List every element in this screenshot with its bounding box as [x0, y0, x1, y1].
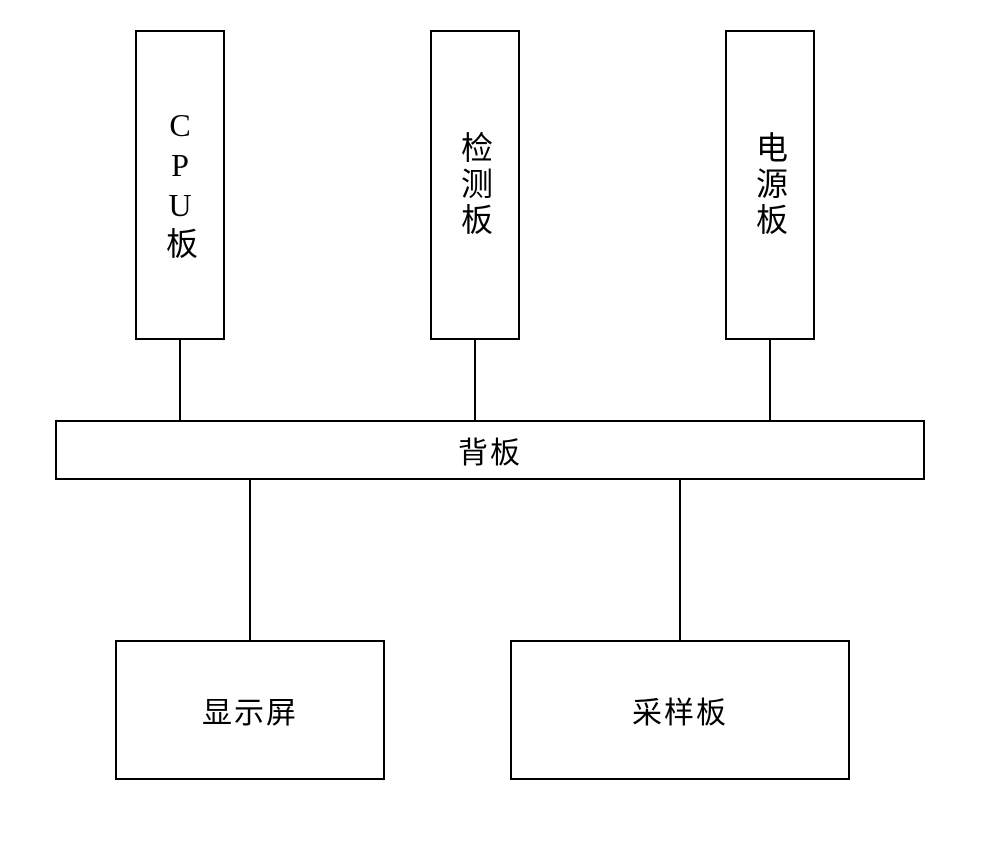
node-backplane: 背板	[55, 420, 925, 480]
node-detect-board: 检测板	[430, 30, 520, 340]
node-sample-board: 采样板	[510, 640, 850, 780]
node-backplane-label: 背板	[458, 428, 522, 472]
node-sample-board-label: 采样板	[632, 688, 728, 732]
node-power-board: 电源板	[725, 30, 815, 340]
node-cpu-board-label: CPU板	[157, 107, 203, 263]
node-power-board-label: 电源板	[747, 131, 793, 239]
node-detect-board-label: 检测板	[452, 131, 498, 239]
diagram-canvas: CPU板 检测板 电源板 背板 显示屏 采样板	[0, 0, 1000, 850]
node-cpu-board: CPU板	[135, 30, 225, 340]
node-display-label: 显示屏	[202, 688, 298, 732]
node-display: 显示屏	[115, 640, 385, 780]
